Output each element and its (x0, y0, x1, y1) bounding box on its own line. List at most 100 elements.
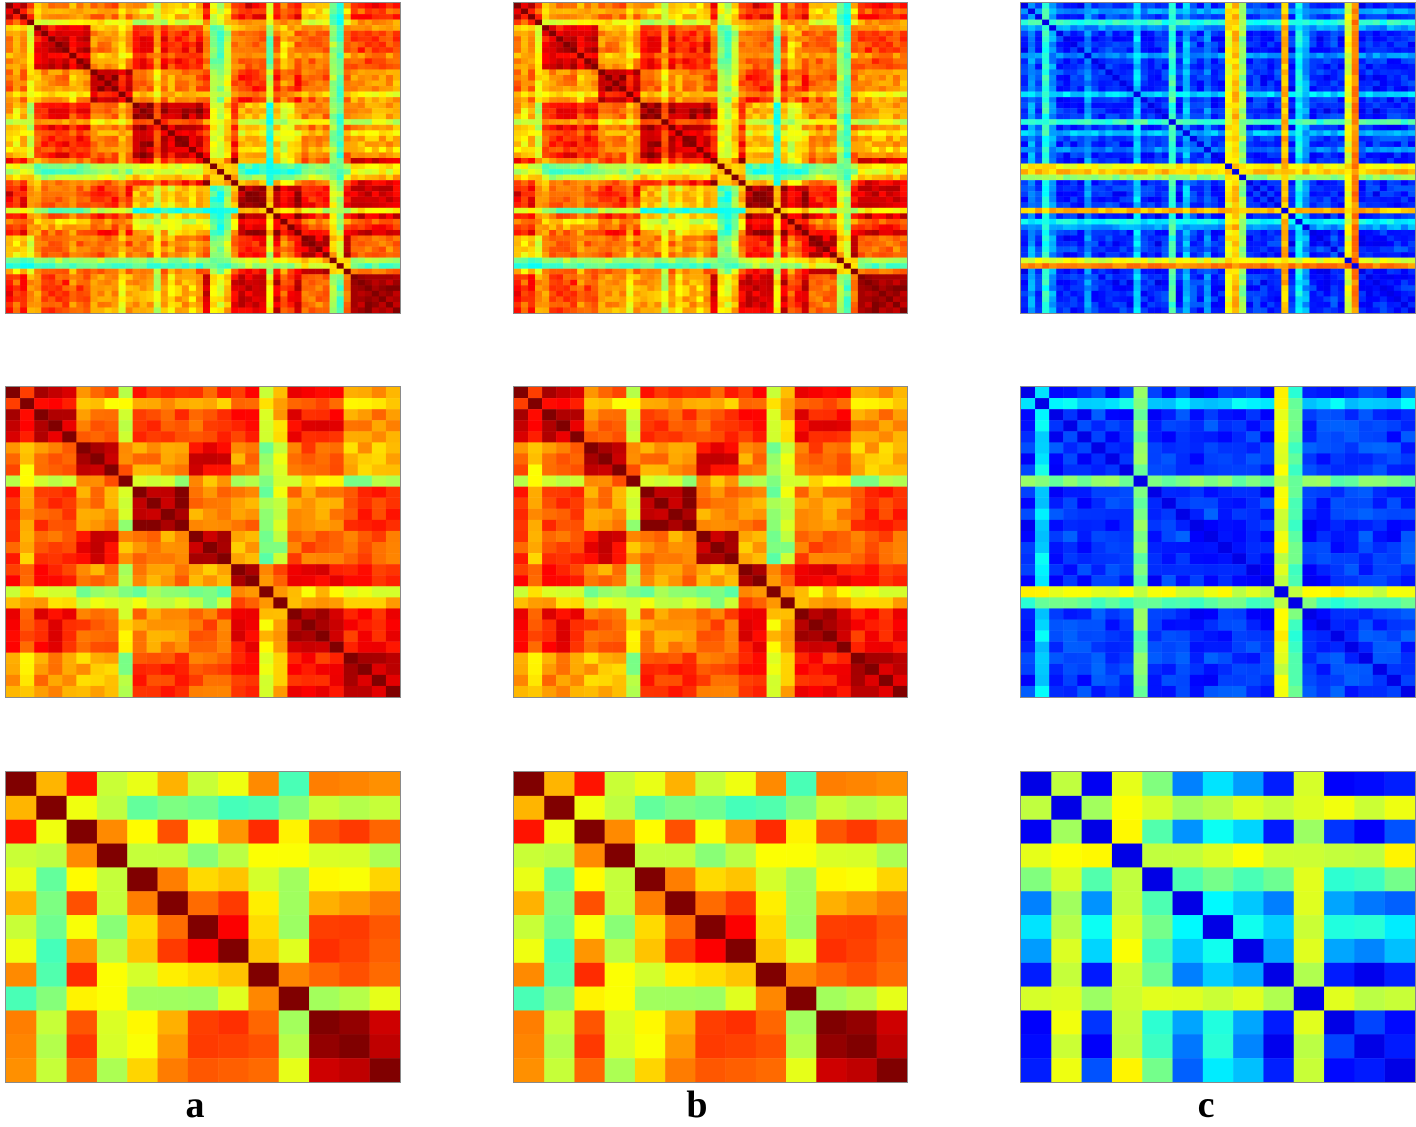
heatmap-cell (668, 135, 676, 142)
heatmap-cell (252, 296, 260, 303)
heatmap-cell (549, 108, 557, 114)
heatmap-cell (139, 235, 147, 242)
heatmap-cell (871, 135, 880, 142)
heatmap-cell (245, 36, 253, 42)
heatmap-cell (20, 102, 28, 109)
heatmap-cell (514, 58, 522, 65)
heatmap-cell (549, 25, 557, 31)
heatmap-cell (563, 163, 571, 170)
heatmap-cell (48, 185, 56, 192)
heatmap-cell (717, 58, 725, 65)
heatmap-cell (703, 163, 711, 170)
heatmap-cell (619, 19, 627, 26)
heatmap-cell (392, 274, 400, 280)
heatmap-cell (682, 102, 690, 109)
heatmap-cell (899, 119, 907, 125)
heatmap-cell (584, 97, 592, 103)
heatmap-cell (188, 263, 197, 269)
heatmap-cell (696, 163, 704, 170)
heatmap-cell (315, 19, 323, 26)
heatmap-cell (146, 74, 154, 81)
heatmap-cell (174, 25, 183, 31)
heatmap-cell (203, 169, 211, 175)
heatmap-cell (633, 8, 641, 15)
heatmap-cell (675, 30, 683, 37)
heatmap-cell (556, 91, 564, 98)
heatmap-cell (857, 86, 866, 92)
heatmap-cell (336, 25, 344, 31)
heatmap-cell (871, 163, 880, 170)
heatmap-cell (273, 235, 281, 242)
heatmap-cell (238, 91, 246, 98)
heatmap-cell (48, 268, 56, 275)
heatmap-cell (308, 279, 316, 286)
heatmap-cell (703, 86, 711, 92)
heatmap-cell (329, 246, 337, 253)
heatmap-cell (13, 241, 21, 247)
heatmap-cell (132, 102, 140, 109)
heatmap-cell (174, 229, 183, 236)
heatmap-cell (287, 135, 295, 142)
heatmap-cell (111, 158, 119, 164)
heatmap-cell (780, 97, 788, 103)
heatmap-cell (13, 196, 21, 203)
heatmap-cell (224, 41, 232, 48)
heatmap-cell (266, 113, 274, 120)
heatmap-cell (287, 285, 295, 292)
heatmap-cell (703, 3, 711, 9)
heatmap-cell (899, 146, 907, 153)
heatmap-cell (76, 19, 84, 26)
heatmap-cell (238, 119, 246, 125)
heatmap-cell (829, 3, 838, 9)
heatmap-cell (203, 296, 211, 303)
heatmap-cell (62, 263, 70, 269)
heatmap-cell (280, 135, 288, 142)
heatmap-cell (167, 69, 176, 76)
heatmap-cell (181, 296, 190, 303)
heatmap-cell (273, 63, 281, 70)
heatmap-cell (857, 52, 866, 59)
heatmap-cell (294, 86, 302, 92)
heatmap-cell (343, 86, 351, 92)
heatmap-cell (139, 174, 147, 181)
heatmap-cell (371, 141, 380, 148)
heatmap-cell (612, 52, 620, 59)
heatmap-cell (703, 180, 711, 186)
heatmap-cell (153, 252, 161, 258)
heatmap-cell (181, 185, 190, 192)
heatmap-cell (167, 296, 176, 303)
heatmap-cell (160, 41, 169, 48)
heatmap-cell (843, 130, 852, 137)
heatmap-cell (364, 163, 373, 170)
heatmap-cell (378, 202, 387, 208)
heatmap-cell (188, 196, 197, 203)
heatmap-cell (287, 257, 295, 264)
heatmap-cell (231, 174, 239, 181)
heatmap-cell (280, 80, 288, 87)
heatmap-cell (294, 97, 302, 103)
heatmap-cell (13, 124, 21, 131)
heatmap-cell (41, 185, 49, 192)
heatmap-cell (350, 235, 358, 242)
heatmap-cell (647, 63, 655, 70)
heatmap-cell (48, 213, 56, 220)
heatmap-cell (210, 14, 218, 20)
heatmap-cell (6, 202, 14, 208)
heatmap-cell (174, 158, 183, 164)
heatmap-cell (231, 218, 239, 225)
heatmap-cell (857, 108, 866, 114)
heatmap-cell (146, 19, 154, 26)
heatmap-cell (801, 135, 809, 142)
heatmap-cell (6, 119, 14, 125)
heatmap-cell (153, 229, 161, 236)
heatmap-cell (542, 3, 550, 9)
heatmap-cell (773, 63, 781, 70)
heatmap-cell (371, 224, 380, 231)
heatmap-cell (780, 69, 788, 76)
heatmap-cell (167, 63, 176, 70)
heatmap-cell (231, 307, 239, 313)
heatmap-cell (69, 246, 77, 253)
heatmap-cell (315, 241, 323, 247)
heatmap-cell (90, 169, 98, 175)
heatmap-cell (69, 268, 77, 275)
